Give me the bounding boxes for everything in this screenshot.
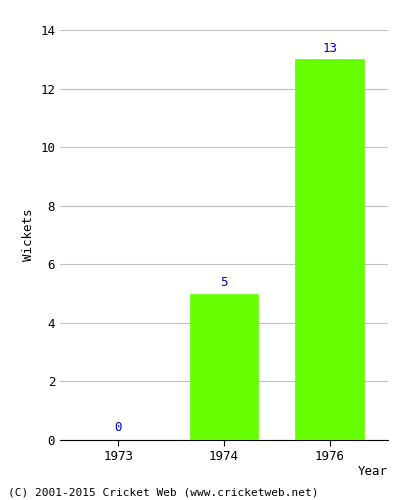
Bar — [296, 60, 364, 440]
Text: 0: 0 — [114, 421, 122, 434]
Text: 13: 13 — [322, 42, 337, 55]
Text: (C) 2001-2015 Cricket Web (www.cricketweb.net): (C) 2001-2015 Cricket Web (www.cricketwe… — [8, 488, 318, 498]
Bar — [190, 294, 258, 440]
Text: 5: 5 — [220, 276, 228, 289]
Y-axis label: Wickets: Wickets — [22, 209, 34, 261]
X-axis label: Year: Year — [358, 464, 388, 477]
